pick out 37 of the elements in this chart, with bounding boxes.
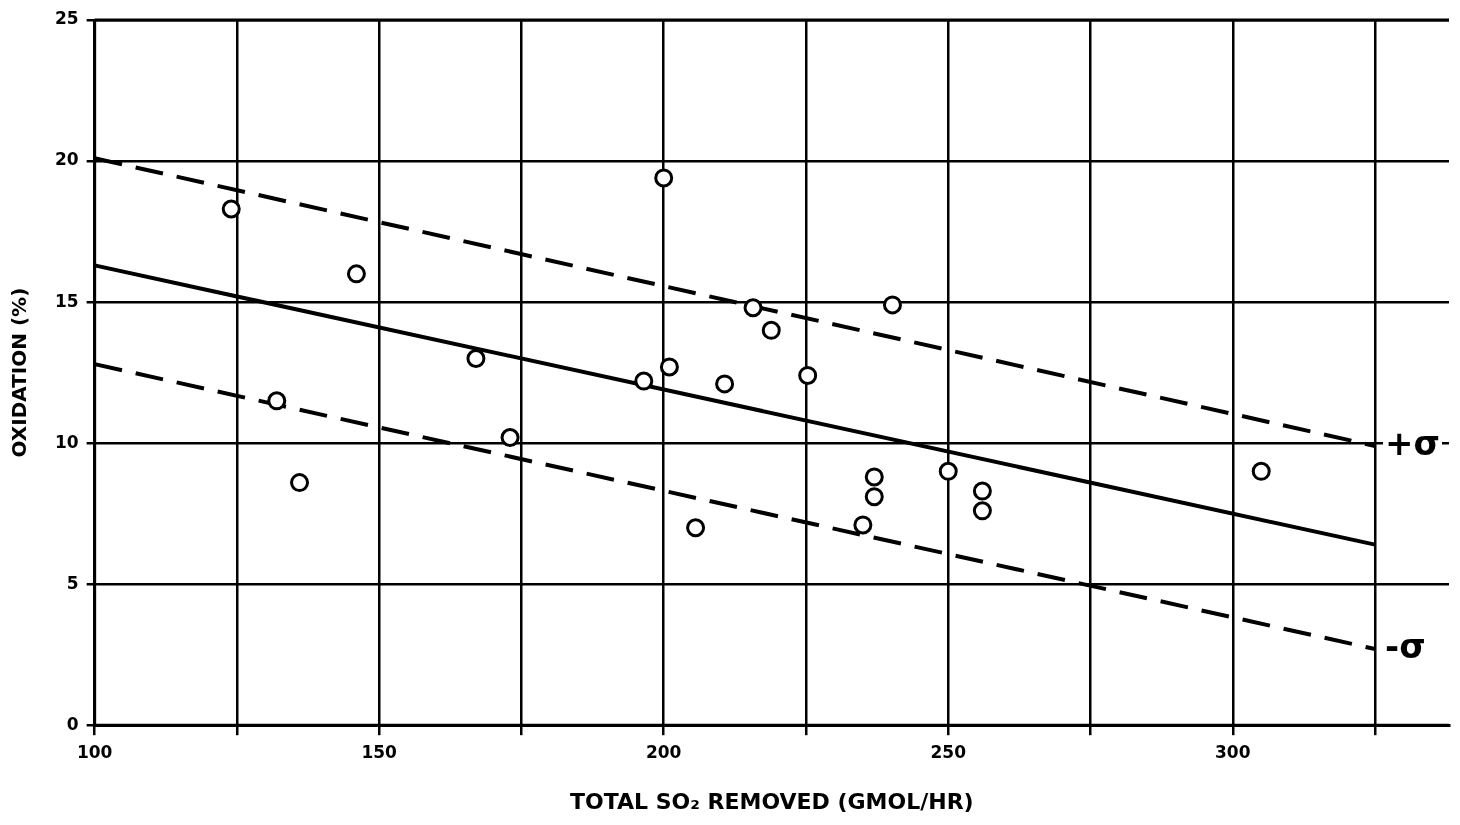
x-tick-label: 300 [1215,741,1251,762]
point [743,298,763,318]
point [761,320,781,340]
point [1251,461,1271,481]
point [634,371,654,391]
point [466,349,486,368]
point [853,515,873,535]
point [346,264,366,284]
x-tick-label: 150 [361,741,398,762]
y-axis-title: OXIDATION (%) [7,287,32,458]
point [686,518,706,538]
point [221,199,241,219]
annotation: +σ [1385,422,1440,463]
point [882,295,902,315]
point [715,374,735,394]
x-axis-title: TOTAL SO₂ REMOVED (GMOL/HR) [569,788,974,814]
y-tick-label: 15 [54,290,79,311]
point [500,427,520,447]
y-tick-label: 0 [66,713,79,734]
x-tick-label: 100 [76,741,113,762]
y-tick-label: 20 [54,149,79,170]
y-tick-label: 25 [54,8,79,29]
x-tick-label: 200 [645,741,682,762]
point [654,168,674,188]
annotation: -σ [1385,625,1426,666]
x-tick-label: 250 [930,741,967,762]
point [972,501,992,521]
y-tick-label: 10 [54,431,79,452]
point [798,365,818,385]
point [659,357,679,377]
point [938,461,958,481]
point [267,391,287,411]
point [290,473,310,493]
point [972,481,992,501]
y-tick-label: 5 [66,572,79,593]
point [864,467,884,487]
point [864,487,884,507]
